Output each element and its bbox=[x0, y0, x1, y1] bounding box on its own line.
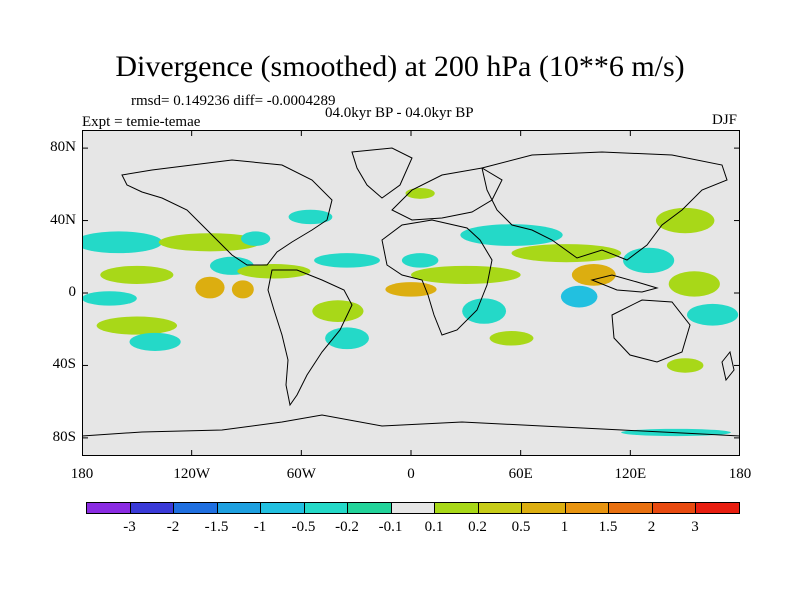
anomaly-blob bbox=[195, 276, 225, 299]
coastline-layer bbox=[82, 147, 740, 437]
anomaly-blob bbox=[401, 253, 439, 268]
anomaly-blob bbox=[668, 271, 720, 297]
anomaly-blob bbox=[231, 280, 254, 299]
colorbar-label: -0.2 bbox=[335, 519, 359, 535]
anomaly-blob bbox=[511, 244, 622, 263]
coastline-north-america bbox=[121, 159, 333, 266]
anomaly-blob bbox=[82, 231, 163, 254]
coastline-asia bbox=[481, 151, 728, 261]
chart-title: Divergence (smoothed) at 200 hPa (10**6 … bbox=[115, 50, 685, 83]
anomaly-contour-layer bbox=[82, 187, 739, 437]
anomaly-blob bbox=[158, 233, 262, 252]
lat-label: 80S bbox=[52, 428, 76, 445]
colorbar-label: -0.1 bbox=[378, 519, 403, 535]
colorbar-label: 0.2 bbox=[468, 519, 487, 535]
anomaly-blob bbox=[82, 291, 137, 306]
coastline-africa-europe bbox=[381, 219, 493, 336]
lon-label: 120E bbox=[614, 466, 647, 482]
colorbar-label: -1.5 bbox=[204, 519, 229, 535]
anomaly-blob bbox=[241, 231, 271, 246]
colorbar-swatch bbox=[434, 502, 479, 514]
lon-label: 0 bbox=[407, 466, 415, 482]
colorbar-swatch bbox=[477, 502, 522, 514]
season-label: DJF bbox=[712, 112, 738, 128]
divergence-map bbox=[82, 130, 740, 456]
experiment-line: Expt = temie-temae bbox=[82, 114, 201, 130]
colorbar-swatch bbox=[608, 502, 653, 514]
colorbar-swatch bbox=[695, 502, 740, 514]
colorbar-label: -1 bbox=[253, 519, 267, 535]
anomaly-blob bbox=[460, 224, 563, 246]
lon-label: 60W bbox=[286, 466, 316, 482]
lat-label: 40S bbox=[52, 356, 76, 373]
coastline-europe bbox=[391, 167, 503, 221]
colorbar-swatch bbox=[216, 502, 261, 514]
anomaly-blob bbox=[288, 209, 333, 225]
lat-label: 40N bbox=[50, 211, 76, 228]
lon-label: 60E bbox=[508, 466, 533, 482]
lon-label: 180 bbox=[70, 466, 94, 482]
colorbar-label: -0.5 bbox=[291, 519, 316, 535]
coastline-south-america bbox=[267, 269, 353, 407]
coastline-indonesia bbox=[590, 274, 659, 293]
anomaly-blob bbox=[312, 300, 364, 322]
lat-label: 80N bbox=[50, 139, 76, 156]
colorbar-swatch bbox=[303, 502, 348, 514]
anomaly-blob bbox=[623, 247, 675, 274]
colorbar-swatch bbox=[173, 502, 218, 514]
lon-label: 120W bbox=[173, 466, 210, 482]
anomaly-blob bbox=[666, 358, 704, 373]
colorbar-label: 3 bbox=[691, 519, 699, 535]
anomaly-blob bbox=[100, 265, 174, 284]
colorbar-swatch bbox=[651, 502, 696, 514]
colorbar-swatch bbox=[86, 502, 131, 514]
anomaly-blob bbox=[560, 285, 598, 308]
colorbar-label: 1.5 bbox=[598, 519, 618, 535]
anomaly-blob bbox=[686, 303, 739, 326]
lat-label: 0 bbox=[68, 284, 77, 300]
anomaly-blob bbox=[462, 298, 507, 324]
colorbar-label: 2 bbox=[647, 519, 656, 535]
anomaly-blob bbox=[405, 187, 435, 199]
colorbar-label: 0.5 bbox=[511, 519, 531, 535]
anomaly-blob bbox=[314, 253, 380, 268]
colorbar-label: 0.1 bbox=[424, 519, 444, 535]
colorbar-label: -2 bbox=[166, 519, 180, 535]
colorbar-label: -3 bbox=[123, 519, 136, 535]
colorbar-swatch bbox=[347, 502, 392, 514]
map-ticks bbox=[82, 130, 740, 456]
coastline-greenland bbox=[351, 147, 413, 199]
anomaly-blob bbox=[96, 316, 178, 335]
coastline-australia bbox=[611, 299, 691, 363]
anomaly-blob bbox=[655, 207, 715, 234]
anomaly-blob bbox=[411, 265, 521, 284]
anomaly-blob bbox=[237, 264, 311, 279]
anomaly-blob bbox=[325, 327, 369, 350]
anomaly-blob bbox=[385, 282, 437, 297]
coastline-new-zealand bbox=[721, 350, 735, 382]
colorbar-label: 1 bbox=[560, 519, 569, 535]
lon-label: 180 bbox=[728, 466, 752, 482]
stats-line: rmsd= 0.149236 diff= -0.0004289 bbox=[131, 93, 336, 109]
coastline-antarctica bbox=[82, 414, 740, 437]
anomaly-blob bbox=[129, 332, 181, 351]
period-line: 04.0kyr BP - 04.0kyr BP bbox=[325, 105, 474, 121]
colorbar-swatch bbox=[129, 502, 174, 514]
colorbar-swatch bbox=[260, 502, 305, 514]
colorbar-swatch bbox=[521, 502, 566, 514]
anomaly-blob bbox=[489, 331, 534, 346]
colorbar-swatch bbox=[390, 502, 435, 514]
anomaly-blob bbox=[571, 264, 616, 286]
colorbar-swatch bbox=[564, 502, 609, 514]
